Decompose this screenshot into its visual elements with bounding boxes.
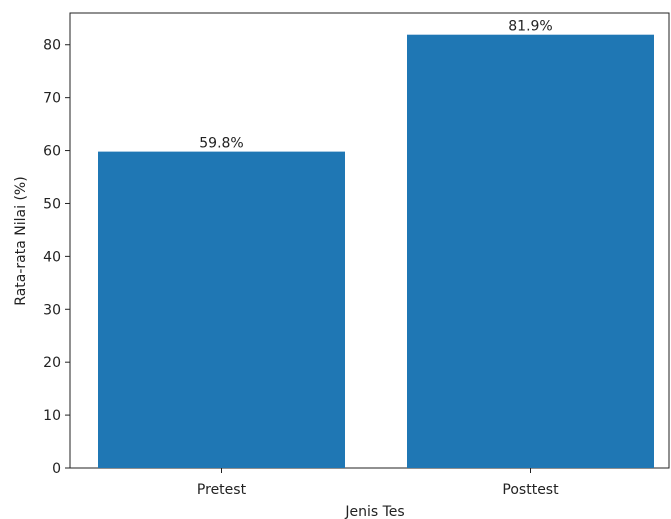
bar-pretest bbox=[98, 151, 345, 468]
y-tick-label: 0 bbox=[52, 461, 61, 477]
y-tick-label: 60 bbox=[43, 144, 61, 160]
y-tick-label: 20 bbox=[43, 355, 61, 371]
y-axis-ticks: 0 10 20 30 40 50 60 70 80 bbox=[43, 38, 70, 477]
y-tick-label: 70 bbox=[43, 91, 61, 107]
x-tick-label-pretest: Pretest bbox=[197, 482, 247, 498]
plot-area bbox=[69, 12, 670, 469]
data-labels-group: 59.8% 81.9% bbox=[199, 19, 552, 152]
y-tick-label: 50 bbox=[43, 196, 61, 212]
y-tick-label: 30 bbox=[43, 302, 61, 318]
bar-posttest bbox=[407, 34, 654, 468]
x-axis-ticks: Pretest Posttest bbox=[197, 468, 559, 498]
y-tick-label: 80 bbox=[43, 38, 61, 54]
y-tick-label: 10 bbox=[43, 408, 61, 424]
y-tick-label: 40 bbox=[43, 249, 61, 265]
bars-group bbox=[98, 34, 654, 468]
axes-frame bbox=[69, 12, 670, 469]
x-tick-label-posttest: Posttest bbox=[502, 482, 559, 498]
data-label-pretest: 59.8% bbox=[199, 136, 243, 152]
data-label-posttest: 81.9% bbox=[508, 19, 552, 35]
x-axis-label: Jenis Tes bbox=[344, 504, 404, 519]
y-axis-label: Rata-rata Nilai (%) bbox=[13, 176, 29, 305]
